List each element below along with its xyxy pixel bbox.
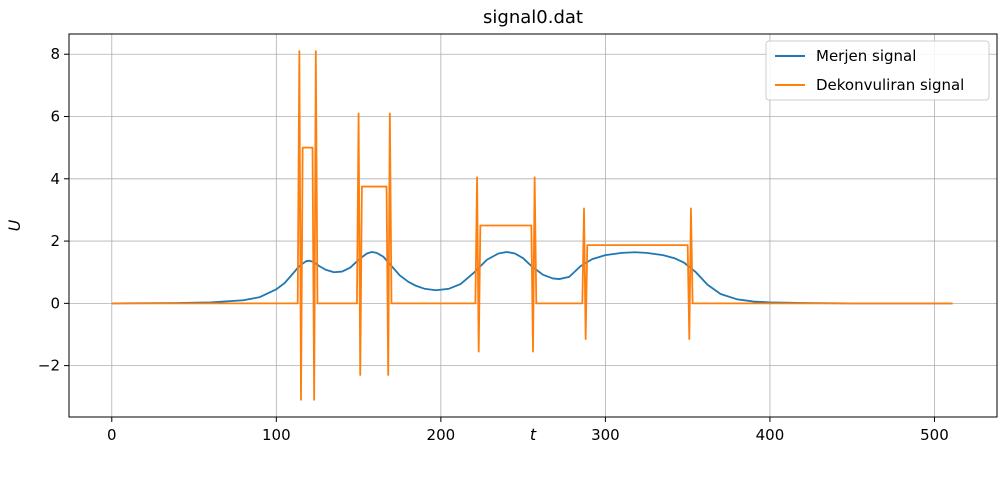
chart-title: signal0.dat [483,7,583,28]
y-tick-label: −2 [38,357,60,375]
x-tick-label: 0 [107,426,117,444]
x-tick-label: 400 [756,426,785,444]
y-tick-label: 4 [50,170,60,188]
ticks: 0 100 200 300 400 500 −2 0 2 4 6 8 [38,45,949,444]
x-tick-label: 100 [262,426,291,444]
legend: Merjen signal Dekonvuliran signal [765,40,990,101]
y-axis-label: U [5,219,24,231]
y-tick-label: 2 [50,232,60,250]
x-axis-label: t [530,425,537,444]
x-tick-label: 300 [591,426,620,444]
y-tick-label: 0 [50,294,60,312]
x-tick-label: 500 [920,426,949,444]
y-tick-label: 8 [50,45,60,63]
plot-frame [68,33,998,418]
legend-label-1: Merjen signal [816,47,916,65]
series-layer [111,50,953,401]
legend-label-2: Dekonvuliran signal [816,76,964,94]
series-line-2 [111,50,953,401]
x-tick-label: 200 [427,426,456,444]
legend-box [765,40,990,101]
y-tick-label: 6 [50,108,60,126]
series-line-1 [111,251,953,305]
